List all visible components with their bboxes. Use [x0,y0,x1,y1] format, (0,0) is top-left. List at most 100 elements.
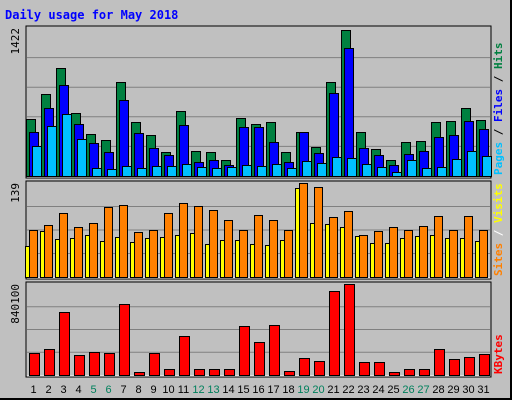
bar-sites-day-4 [74,227,83,278]
bar-kbytes-day-11 [179,336,190,376]
bar-pages-day-22 [347,158,357,177]
bar-files-day-7 [119,100,129,177]
bar-pages-day-10 [167,166,177,177]
axis-label-pages: Pages [492,142,505,175]
series-pages [32,114,492,177]
bar-kbytes-day-30 [464,357,475,376]
x-tick-label-day-25: 25 [387,384,399,396]
y-max-label: 1422 [9,28,22,55]
bar-sites-day-13 [209,210,218,278]
bar-kbytes-day-20 [314,361,325,376]
series-sites [29,183,488,278]
bar-kbytes-day-7 [119,304,130,376]
bar-sites-day-17 [269,220,278,278]
bar-kbytes-day-19 [299,358,310,376]
bar-kbytes-day-16 [254,342,265,376]
bar-kbytes-day-22 [344,284,355,376]
bar-pages-day-7 [122,166,132,177]
bar-pages-day-11 [182,164,192,177]
x-tick-label-day-21: 21 [327,384,339,396]
bar-pages-day-30 [467,151,477,177]
bar-pages-day-9 [152,166,162,177]
bar-pages-day-2 [47,126,57,177]
bar-pages-day-27 [422,168,432,177]
bar-sites-day-29 [449,230,458,278]
x-tick-label-day-9: 9 [150,384,156,396]
x-tick-label-day-26: 26 [402,384,414,396]
x-tick-label-day-3: 3 [60,384,66,396]
bar-sites-day-9 [149,230,158,278]
bar-sites-day-16 [254,215,263,278]
x-tick-label-day-19: 19 [297,384,309,396]
bar-pages-day-25 [392,172,402,177]
series-kbytes [29,284,490,376]
bar-pages-day-16 [257,166,267,177]
bar-files-day-22 [344,48,354,177]
bar-sites-day-8 [134,232,143,278]
bar-kbytes-day-15 [239,326,250,376]
x-tick-label-day-18: 18 [282,384,294,396]
bar-sites-day-30 [464,216,473,278]
y-max-label: 840100 [9,284,22,324]
bar-sites-day-2 [44,225,53,278]
bar-sites-day-26 [404,230,413,278]
x-tick-label-day-16: 16 [252,384,264,396]
bar-kbytes-day-4 [74,355,85,376]
bar-kbytes-day-17 [269,325,280,376]
bar-sites-day-27 [419,226,428,278]
bar-pages-day-21 [332,157,342,177]
bar-sites-day-24 [374,231,383,278]
x-axis-labels: 1 2 3 4 5 6 7 8 9 10 11 12 13 14 15 16 17 18 19 20 21 22 23 24 2… [30,384,489,396]
bar-sites-day-7 [119,205,128,278]
bar-kbytes-day-10 [164,369,175,376]
bar-pages-day-31 [482,156,492,177]
panel-hits: 1422 Pages / Files / Hits [9,25,505,179]
bar-sites-day-19 [299,183,308,278]
series-axis-label: Sites / Visits [492,183,505,276]
bar-sites-day-20 [314,187,323,278]
bar-kbytes-day-9 [149,353,160,376]
bar-sites-day-10 [164,213,173,278]
bar-kbytes-day-13 [209,369,220,376]
bar-pages-day-13 [212,168,222,177]
bar-kbytes-day-1 [29,353,40,376]
bar-sites-day-14 [224,220,233,278]
bar-kbytes-day-6 [104,353,115,376]
bar-sites-day-12 [194,206,203,278]
series-axis-label: Pages / Files / Hits [492,43,505,176]
bar-kbytes-day-31 [479,354,490,376]
bar-pages-day-1 [32,146,42,177]
bar-pages-day-26 [407,160,417,177]
bar-sites-day-15 [239,230,248,278]
bar-kbytes-day-27 [419,369,430,376]
x-tick-label-day-29: 29 [447,384,459,396]
series-axis-label: KBytes [492,334,505,374]
axis-label-separator: / [492,122,505,142]
bar-pages-day-17 [272,164,282,177]
bar-sites-day-22 [344,211,353,278]
bar-sites-day-6 [104,207,113,278]
bar-pages-day-23 [362,164,372,177]
x-tick-label-day-8: 8 [135,384,141,396]
x-tick-label-day-30: 30 [462,384,474,396]
bar-sites-day-18 [284,230,293,278]
axis-label-visits: Visits [492,183,505,223]
bar-kbytes-day-21 [329,291,340,376]
bar-kbytes-day-28 [434,349,445,376]
bar-sites-day-28 [434,216,443,278]
x-tick-label-day-31: 31 [477,384,489,396]
bar-pages-day-24 [377,167,387,177]
axis-label-files: Files [492,89,505,122]
bar-kbytes-day-5 [89,352,100,376]
bar-pages-day-14 [227,167,237,177]
bar-pages-day-3 [62,114,72,177]
axis-label-separator: / [492,223,505,243]
bar-pages-day-6 [107,169,117,177]
x-tick-label-day-10: 10 [162,384,174,396]
bar-sites-day-5 [89,223,98,278]
bar-kbytes-day-12 [194,369,205,376]
x-tick-label-day-6: 6 [105,384,111,396]
bar-pages-day-20 [317,163,327,177]
x-tick-label-day-17: 17 [267,384,279,396]
